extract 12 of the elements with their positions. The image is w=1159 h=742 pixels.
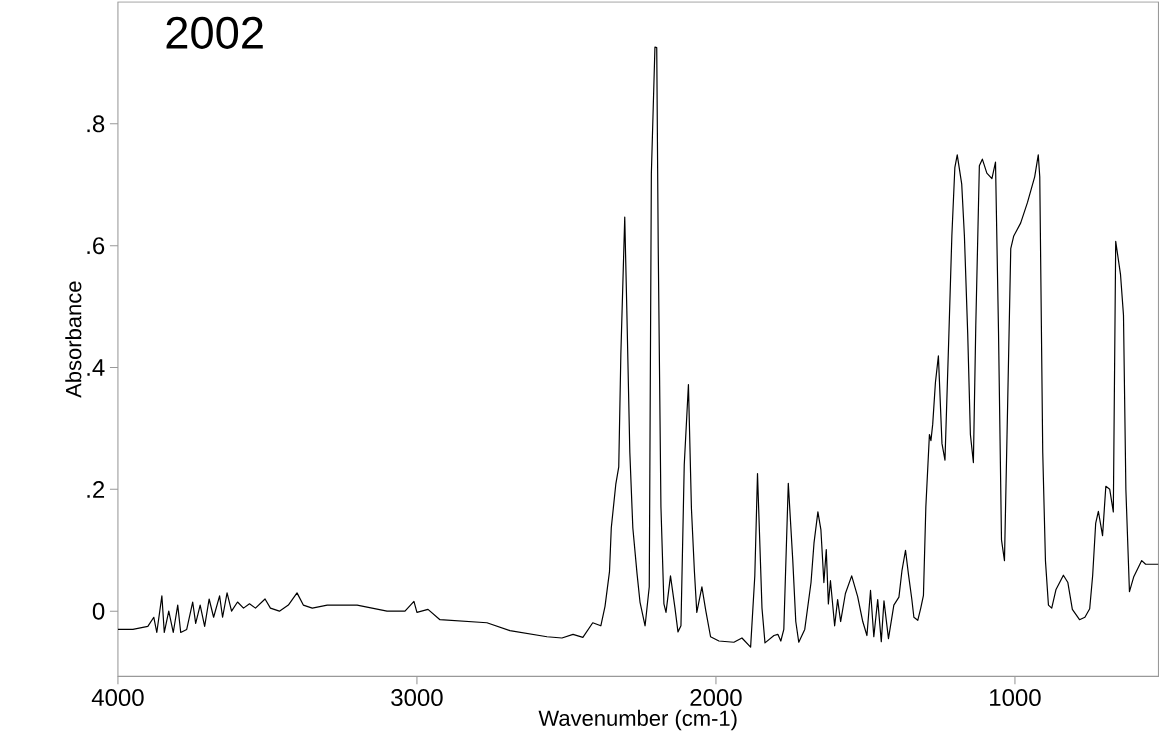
chart-title: 2002 xyxy=(166,16,263,50)
x-axis-title: Wavenumber (cm-1) xyxy=(538,710,737,731)
y-tick-label: .8 xyxy=(87,115,105,133)
y-tick-label: .6 xyxy=(87,237,105,255)
y-tick-label: .2 xyxy=(87,481,105,498)
x-tick-label: 1000 xyxy=(990,689,1041,707)
x-tick-label: 2000 xyxy=(690,689,742,707)
x-tick-label: 4000 xyxy=(91,689,144,707)
y-tick-label: .4 xyxy=(87,359,105,376)
x-tick-label: 3000 xyxy=(391,689,443,707)
y-tick-label: 0 xyxy=(92,602,105,620)
y-axis-title: Absorbance xyxy=(65,281,82,398)
